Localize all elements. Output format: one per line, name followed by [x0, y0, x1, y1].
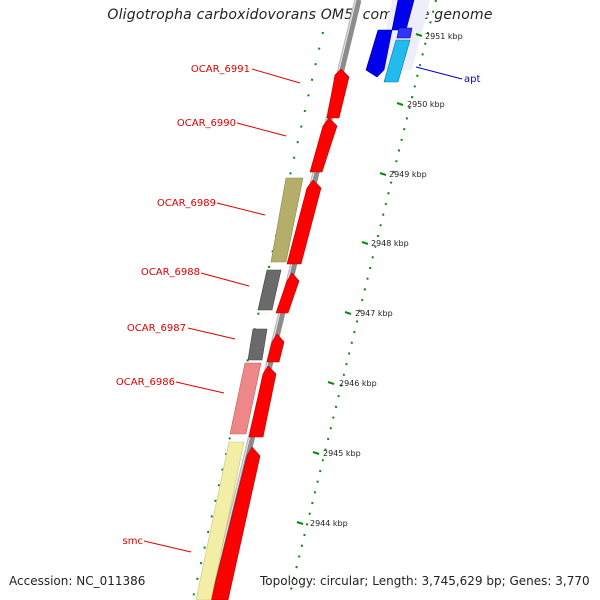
left-dotted-track	[192, 31, 324, 599]
tick-label-2944: 2944 kbp	[310, 519, 348, 528]
label-smc[interactable]: smc	[123, 536, 143, 547]
tick-label-2948: 2948 kbp	[371, 239, 409, 248]
cds-ocar-6990[interactable]	[309, 117, 338, 173]
tick-label-2950: 2950 kbp	[407, 100, 445, 109]
cds-blue-mid[interactable]	[396, 27, 413, 39]
top-blue-cds	[365, 0, 415, 83]
genome-summary-text: Topology: circular; Length: 3,745,629 bp…	[260, 574, 590, 588]
label-apt[interactable]: apt	[464, 74, 480, 85]
cds-ocar-6987[interactable]	[266, 333, 285, 363]
label-ocar-6988[interactable]: OCAR_6988	[141, 267, 200, 278]
label-leaders	[143, 66, 463, 553]
cds-smc[interactable]	[210, 446, 261, 600]
cds-ocar-6988[interactable]	[275, 272, 300, 314]
cds-ocar-6991[interactable]	[326, 68, 350, 119]
cds-grey-1[interactable]	[257, 269, 282, 311]
forward-cds-track	[210, 68, 350, 600]
gene-labels: OCAR_6991 OCAR_6990 OCAR_6989 OCAR_6988 …	[116, 64, 481, 547]
right-dotted-track	[288, 0, 437, 599]
cds-blue-reverse[interactable]	[365, 29, 393, 78]
label-ocar-6989[interactable]: OCAR_6989	[157, 198, 216, 209]
tick-label-2949: 2949 kbp	[389, 170, 427, 179]
cds-ocar-6989[interactable]	[286, 179, 322, 265]
coordinate-ticks: 2951 kbp 2950 kbp 2949 kbp 2948 kbp 2947…	[296, 32, 463, 528]
cds-pink[interactable]	[229, 362, 262, 435]
tick-label-2946: 2946 kbp	[339, 379, 377, 388]
cds-apt[interactable]	[383, 39, 411, 83]
tick-label-2951: 2951 kbp	[425, 32, 463, 41]
cds-grey-2[interactable]	[247, 328, 268, 361]
tick-label-2947: 2947 kbp	[355, 309, 393, 318]
cds-pale-yellow[interactable]	[195, 441, 245, 600]
cds-ocar-6986[interactable]	[248, 365, 277, 438]
label-ocar-6990[interactable]: OCAR_6990	[177, 118, 236, 129]
label-ocar-6991[interactable]: OCAR_6991	[191, 64, 250, 75]
label-ocar-6987[interactable]: OCAR_6987	[127, 323, 186, 334]
label-ocar-6986[interactable]: OCAR_6986	[116, 377, 175, 388]
tick-label-2945: 2945 kbp	[323, 449, 361, 458]
reverse-cds-track	[195, 177, 304, 600]
cds-olive[interactable]	[270, 177, 304, 263]
accession-text: Accession: NC_011386	[9, 574, 146, 588]
